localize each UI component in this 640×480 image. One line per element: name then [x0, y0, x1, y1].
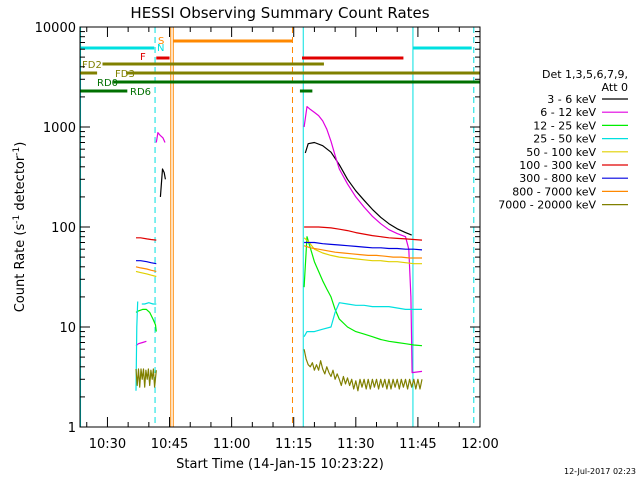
flag-label-f: F: [140, 52, 146, 63]
legend-label: 6 - 12 keV: [540, 106, 596, 119]
series-line-3-seg-1: [135, 308, 157, 332]
series-line-1-seg-2: [304, 141, 412, 236]
x-tick-label: 11:30: [337, 437, 374, 452]
x-axis: 10:30 10:45 11:00 11:15 11:30 11:45 12:00: [86, 27, 499, 452]
flag-label-rd6: RD6: [130, 87, 151, 98]
series-line-5-seg-1: [135, 270, 157, 278]
y-tick-label: 10: [59, 321, 76, 336]
series-line-8-seg-1: [135, 266, 157, 272]
instrument-state-lines: [80, 27, 475, 427]
x-tick-label: 11:00: [213, 437, 250, 452]
x-tick-label: 10:45: [151, 437, 188, 452]
y-tick-label: 1000: [43, 121, 76, 136]
flag-label-s: S: [158, 36, 164, 47]
series-line-4-seg-3: [303, 302, 422, 337]
y-axis: 1 10 100 1000 10000: [35, 21, 480, 436]
flag-label-n: N: [157, 43, 164, 54]
series-line-6-seg-2: [304, 226, 423, 241]
legend-header: Det 1,3,5,6,7,9,: [542, 68, 628, 81]
legend-header: Att 0: [602, 81, 628, 94]
series-line-4-seg-2: [141, 302, 157, 305]
series-line-6-seg-1: [136, 237, 157, 241]
legend-label: 12 - 25 keV: [533, 119, 596, 132]
series-line-9-seg-1: [135, 368, 157, 388]
series-line-2-seg-3: [303, 105, 423, 374]
series-line-3-seg-2: [303, 236, 423, 347]
series-line-5-seg-2: [303, 237, 422, 265]
series-line-8-seg-2: [303, 245, 422, 259]
x-tick-label: 11:15: [275, 437, 312, 452]
legend-label: 800 - 7000 keV: [512, 185, 596, 198]
chart-title: HESSI Observing Summary Count Rates: [130, 4, 429, 22]
series-line-1-seg-1: [159, 168, 166, 197]
x-tick-label: 12:00: [461, 437, 498, 452]
series-group: [135, 105, 423, 392]
series-line-7-seg-2: [304, 241, 423, 251]
footer-date: 12-Jul-2017 02:23: [564, 467, 636, 476]
series-line-2-seg-2: [155, 132, 166, 143]
series-line-9-seg-2: [303, 349, 423, 392]
legend-label: 25 - 50 keV: [533, 133, 596, 146]
series-line-7-seg-1: [136, 260, 157, 265]
x-tick-label: 11:45: [399, 437, 436, 452]
series-line-2-seg-1: [135, 340, 147, 347]
y-tick-label: 1: [68, 421, 76, 436]
x-tick-label: 10:30: [89, 437, 126, 452]
y-tick-label: 100: [51, 221, 76, 236]
legend-label: 300 - 800 keV: [519, 172, 596, 185]
flag-label-fd3: FD3: [115, 69, 135, 80]
y-axis-label: Count Rate (s-1 detector-1): [12, 142, 28, 313]
y-tick-label: 10000: [35, 21, 76, 36]
flag-label-fd2: FD2: [82, 60, 102, 71]
legend-label: 3 - 6 keV: [547, 93, 596, 106]
flag-label-rd0: RD0: [97, 78, 118, 89]
legend-label: 50 - 100 keV: [526, 146, 596, 159]
legend-label: 7000 - 20000 keV: [498, 199, 596, 212]
legend-label: 100 - 300 keV: [519, 159, 596, 172]
x-axis-label: Start Time (14-Jan-15 10:23:22): [176, 457, 384, 472]
